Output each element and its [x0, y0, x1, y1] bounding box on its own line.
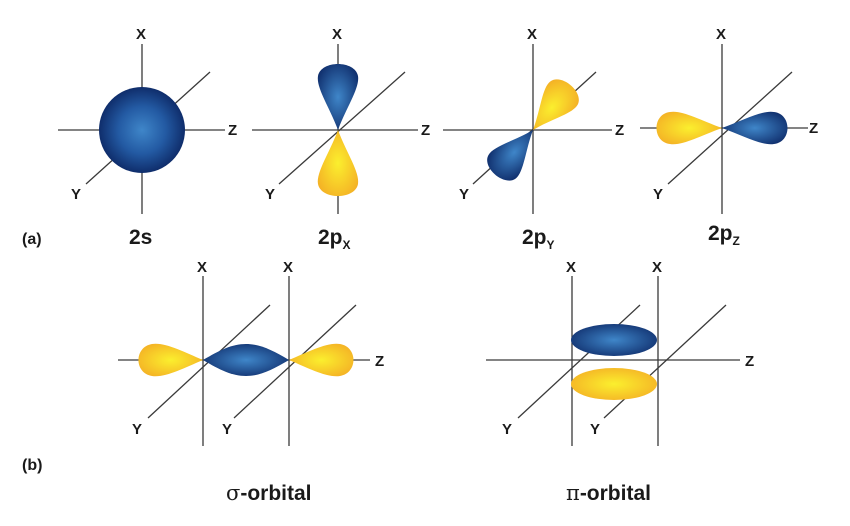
lobe-yellow-right	[289, 343, 354, 377]
z-axis-label: Z	[615, 122, 624, 139]
pi-orbital-label: π-orbital	[566, 481, 651, 505]
y-axis-label-left: Y	[132, 421, 142, 438]
orbital-label-2s: 2s	[129, 226, 152, 249]
orbital-2pz: X Z Y 2pZ	[640, 26, 818, 248]
y-axis	[278, 71, 406, 185]
y-axis-label: Y	[71, 186, 81, 203]
orbital-label-2py: 2pY	[522, 226, 555, 252]
y-axis-label: Y	[459, 186, 469, 203]
z-axis-label: Z	[809, 120, 818, 137]
x-axis-label: X	[527, 26, 537, 43]
y-axis-label: Y	[265, 186, 275, 203]
lobe-yellow-up-right	[533, 79, 579, 130]
x-axis-label-left: X	[566, 259, 576, 276]
z-axis-label: Z	[228, 122, 237, 139]
x-axis-label: X	[716, 26, 726, 43]
lobe-blue-right	[722, 111, 788, 145]
lobe-blue-center	[203, 344, 289, 376]
x-axis-label-left: X	[197, 259, 207, 276]
sigma-orbital-label: σ-orbital	[226, 481, 312, 505]
orbital-2s: X Z Y 2s	[58, 26, 237, 249]
y-axis-label-right: Y	[222, 421, 232, 438]
y-axis-label: Y	[653, 186, 663, 203]
z-axis-label: Z	[375, 353, 384, 370]
orbital-2py: X Z Y 2pY	[443, 26, 624, 252]
lobe-yellow-down	[317, 130, 359, 196]
orbital-2px: X Z Y 2pX	[252, 26, 430, 252]
s-orbital-sphere	[99, 87, 185, 173]
x-axis-label-right: X	[283, 259, 293, 276]
y-axis-label-left: Y	[502, 421, 512, 438]
y-axis-label-right: Y	[590, 421, 600, 438]
x-axis-label: X	[332, 26, 342, 43]
pi-orbital-diagram: X X Z Y Y π-orbital	[486, 259, 754, 505]
part-a-label: (a)	[22, 231, 42, 248]
x-axis-label: X	[136, 26, 146, 43]
z-axis-label: Z	[421, 122, 430, 139]
y-axis-left	[517, 304, 641, 419]
lobe-yellow-left	[138, 343, 203, 377]
z-axis-label: Z	[745, 353, 754, 370]
lobe-blue-up	[317, 64, 359, 130]
x-axis-label-right: X	[652, 259, 662, 276]
orbital-label-2pz: 2pZ	[708, 222, 740, 248]
part-b-label: (b)	[22, 457, 42, 474]
lobe-yellow-lower	[571, 368, 657, 400]
orbital-label-2px: 2pX	[318, 226, 351, 252]
sigma-orbital-diagram: X X Z Y Y σ-orbital	[118, 259, 384, 505]
lobe-blue-upper	[571, 324, 657, 356]
axes-pi	[486, 276, 740, 446]
lobe-blue-down-left	[487, 130, 533, 181]
lobe-yellow-left	[656, 111, 722, 145]
